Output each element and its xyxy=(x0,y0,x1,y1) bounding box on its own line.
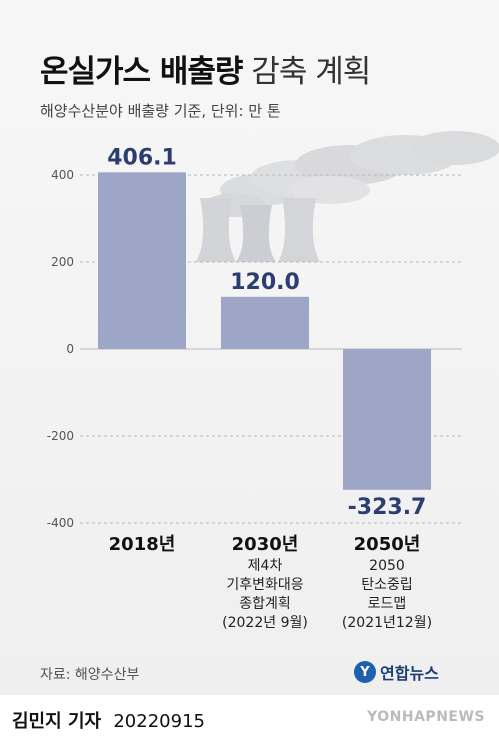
category-year: 2018년 xyxy=(108,534,176,555)
title-bold: 온실가스 배출량 xyxy=(40,54,243,90)
category-note: 기후변화대응 xyxy=(226,577,304,593)
author-name: 김민지 기자 xyxy=(12,711,102,732)
y-tick-label: -400 xyxy=(47,516,74,530)
smokestack-illustration xyxy=(196,131,499,262)
category-note: 2050 xyxy=(369,558,405,574)
source-note: 자료: 해양수산부 xyxy=(40,667,140,683)
bar-value-label: 120.0 xyxy=(230,270,300,295)
bar xyxy=(343,349,431,490)
title-light: 감축 계획 xyxy=(251,54,371,90)
category-year: 2030년 xyxy=(231,534,299,555)
category-note: 탄소중립 xyxy=(361,577,413,593)
footer: 김민지 기자 20220915 YONHAPNEWS xyxy=(0,695,499,744)
yonhap-logo-icon: Y xyxy=(354,661,376,683)
bar-value-label: -323.7 xyxy=(348,495,427,520)
category-note: 로드맵 xyxy=(367,596,407,612)
yonhap-logo-text: 연합뉴스 xyxy=(380,664,439,683)
category-note: 제4차 xyxy=(247,558,283,574)
category-note: 종합계획 xyxy=(239,596,291,612)
y-tick-label: 0 xyxy=(66,342,74,356)
bar xyxy=(98,172,186,349)
y-tick-label: 200 xyxy=(51,255,74,269)
category-note: (2021년12월) xyxy=(341,615,433,631)
category-label: 2018년 xyxy=(67,533,217,557)
chart-subtitle: 해양수산분야 배출량 기준, 단위: 만 톤 xyxy=(40,102,281,120)
yonhap-logo: Y 연합뉴스 xyxy=(354,660,439,684)
y-tick-label: -200 xyxy=(47,429,74,443)
bar-chart: 400 200 0 -200 -400 406.1 120.0 -323.7 xyxy=(47,131,499,530)
bar-value-label: 406.1 xyxy=(107,145,177,170)
bar xyxy=(221,296,309,349)
publish-date: 20220915 xyxy=(113,711,205,732)
category-note: (2022년 9월) xyxy=(222,615,308,631)
watermark: YONHAPNEWS xyxy=(367,709,485,725)
y-tick-label: 400 xyxy=(51,168,74,182)
chart-title: 온실가스 배출량 감축 계획 xyxy=(40,46,371,91)
category-year: 2050년 xyxy=(353,534,421,555)
author-line: 김민지 기자 20220915 xyxy=(12,707,205,733)
